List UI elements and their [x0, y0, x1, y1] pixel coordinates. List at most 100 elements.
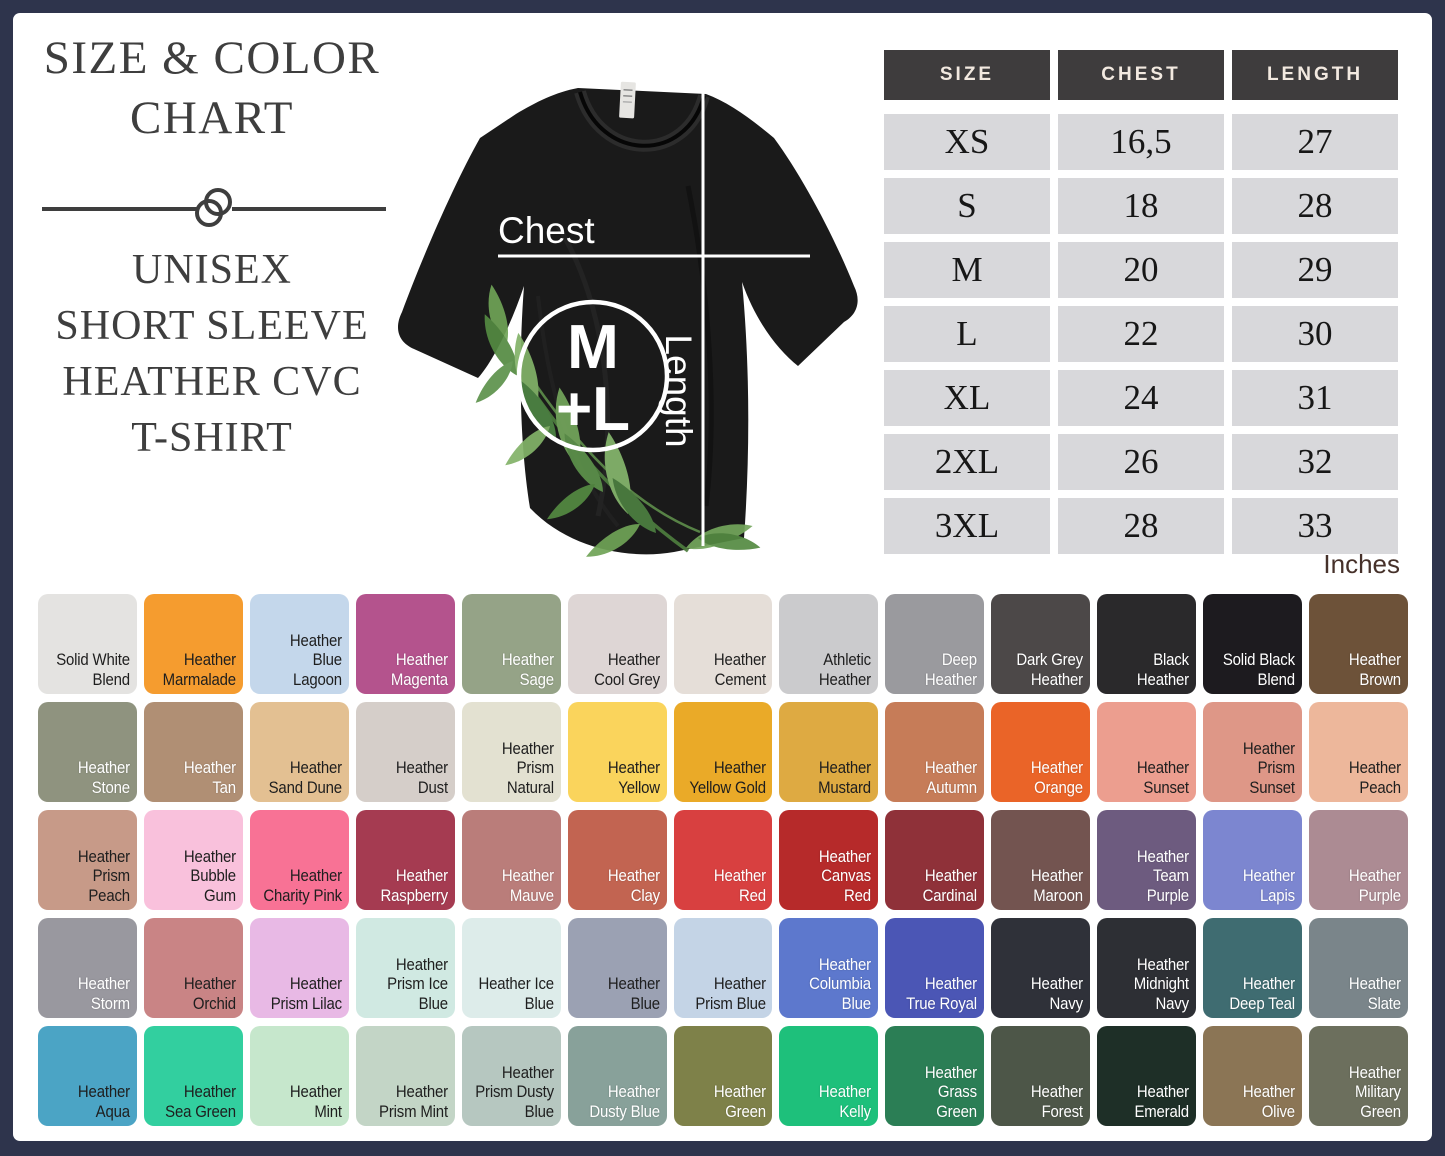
color-swatch-label: Heather Orchid	[183, 974, 236, 1013]
color-swatch: Heather Olive	[1203, 1026, 1303, 1126]
color-swatch: Heather Columbia Blue	[779, 918, 879, 1018]
subtitle-line: SHORT SLEEVE	[55, 303, 369, 349]
color-swatch: Heather Sunset	[1097, 702, 1197, 802]
color-swatch-label: Heather Sunset	[1137, 758, 1190, 797]
color-swatch-label: Heather Navy	[1031, 974, 1084, 1013]
color-swatch-label: Heather Prism Dusty Blue	[474, 1062, 554, 1121]
color-swatch-label: Heather Mauve	[501, 866, 554, 905]
size-cell: M	[884, 242, 1050, 298]
color-swatch: Heather Maroon	[991, 810, 1091, 910]
color-swatch-label: Heather Midnight Navy	[1133, 954, 1190, 1013]
subtitle-line: UNISEX	[132, 247, 292, 293]
color-swatch: Dark Grey Heather	[991, 594, 1091, 694]
measurement-cell: 26	[1058, 434, 1224, 490]
color-swatch-label: Heather Grass Green	[925, 1062, 978, 1121]
color-swatch-label: Heather Yellow	[607, 758, 660, 797]
color-swatch: Heather Prism Sunset	[1203, 702, 1303, 802]
color-swatch-label: Heather Cool Grey	[593, 650, 660, 689]
color-swatch: Heather True Royal	[885, 918, 985, 1018]
color-swatch: Heather Tan	[143, 702, 243, 802]
color-swatch: Heather Dusty Blue	[567, 1026, 667, 1126]
tshirt-graphic: Chest Length M +L	[388, 46, 870, 568]
color-swatch: Heather Raspberry	[355, 810, 455, 910]
color-swatch-label: Heather Kelly	[819, 1082, 872, 1121]
color-swatch: Athletic Heather	[779, 594, 879, 694]
color-swatch-label: Heather Slate	[1348, 974, 1401, 1013]
color-swatch-label: Heather Mustard	[818, 758, 872, 797]
color-swatch: Heather Prism Ice Blue	[355, 918, 455, 1018]
tshirt-body	[398, 88, 858, 555]
color-swatch: Heather Ice Blue	[461, 918, 561, 1018]
neck-tag	[619, 81, 636, 119]
size-cell: L	[884, 306, 1050, 362]
color-swatch-label: Heather Forest	[1031, 1082, 1084, 1121]
color-swatch-label: Heather Autumn	[925, 758, 978, 797]
color-swatch: Heather Purple	[1309, 810, 1408, 910]
color-swatch-label: Heather Prism Natural	[501, 738, 554, 797]
title-line-2: CHART	[130, 92, 294, 144]
color-swatch: Heather Navy	[991, 918, 1091, 1018]
color-swatch: Heather Emerald	[1097, 1026, 1197, 1126]
color-swatch-label: Heather Prism Mint	[378, 1082, 448, 1121]
title-block: SIZE & COLOR CHART	[28, 28, 396, 148]
color-swatch-label: Heather Raspberry	[380, 866, 448, 905]
color-swatch-label: Heather Stone	[77, 758, 130, 797]
color-swatch-label: Heather Green	[713, 1082, 766, 1121]
size-cell: XL	[884, 370, 1050, 426]
color-swatch-label: Heather Brown	[1348, 650, 1401, 689]
color-swatch: Heather Mauve	[461, 810, 561, 910]
color-swatch-label: Heather Cardinal	[922, 866, 978, 905]
color-swatch: Heather Kelly	[779, 1026, 879, 1126]
color-swatch: Heather Prism Dusty Blue	[461, 1026, 561, 1126]
color-swatch: Heather Green	[673, 1026, 773, 1126]
color-swatch-label: Heather Dust	[395, 758, 448, 797]
color-swatch: Heather Military Green	[1309, 1026, 1408, 1126]
color-swatch: Heather Charity Pink	[249, 810, 349, 910]
color-swatch-label: Heather Ice Blue	[478, 974, 554, 1013]
measurement-cell: 16,5	[1058, 114, 1224, 170]
color-swatch: Heather Prism Mint	[355, 1026, 455, 1126]
color-swatch-label: Heather Clay	[607, 866, 660, 905]
color-swatch: Heather Lapis	[1203, 810, 1303, 910]
units-note: Inches	[1323, 549, 1400, 579]
color-swatch-label: Heather True Royal	[906, 974, 978, 1013]
color-swatch-label: Heather Aqua	[77, 1082, 130, 1121]
color-swatch-label: Heather Prism Lilac	[270, 974, 342, 1013]
color-swatch-label: Heather Magenta	[390, 650, 448, 689]
color-swatch: Heather Mustard	[779, 702, 879, 802]
color-swatch-label: Heather Orange	[1031, 758, 1084, 797]
color-swatch-label: Deep Heather	[925, 650, 978, 689]
color-swatch: Heather Blue Lagoon	[249, 594, 349, 694]
length-label: Length	[658, 334, 699, 447]
color-swatch-label: Heather Columbia Blue	[809, 954, 872, 1013]
measurement-cell: 30	[1232, 306, 1398, 362]
color-swatch: Heather Brown	[1309, 594, 1408, 694]
color-swatch: Heather Marmalade	[143, 594, 243, 694]
color-swatch: Heather Aqua	[38, 1026, 137, 1126]
chest-label: Chest	[498, 210, 595, 251]
color-swatch: Heather Dust	[355, 702, 455, 802]
color-swatch-label: Heather Prism Ice Blue	[386, 954, 448, 1013]
color-swatch: Heather Sage	[461, 594, 561, 694]
size-cell: XS	[884, 114, 1050, 170]
color-swatch: Heather Yellow Gold	[673, 702, 773, 802]
color-swatch-label: Heather Maroon	[1031, 866, 1084, 905]
color-swatch-label: Heather Tan	[183, 758, 236, 797]
color-swatch: Heather Sea Green	[143, 1026, 243, 1126]
color-swatch-label: Heather Cement	[713, 650, 766, 689]
color-swatch-label: Heather Sand Dune	[268, 758, 342, 797]
size-logo-circle	[516, 299, 670, 453]
color-swatch: Heather Mint	[249, 1026, 349, 1126]
color-swatch-label: Heather Sage	[501, 650, 554, 689]
color-swatch-label: Solid White Blend	[56, 650, 130, 689]
title-line-1: SIZE & COLOR	[43, 32, 381, 84]
color-swatch-label: Heather Olive	[1243, 1082, 1296, 1121]
color-swatch: Heather Stone	[38, 702, 137, 802]
subtitle-line: T-SHIRT	[131, 415, 293, 461]
color-swatch: Heather Peach	[1309, 702, 1408, 802]
color-swatch: Heather Orange	[991, 702, 1091, 802]
color-swatch: Heather Prism Blue	[673, 918, 773, 1018]
color-swatch: Heather Forest	[991, 1026, 1091, 1126]
color-swatch-label: Heather Military Green	[1348, 1062, 1401, 1121]
size-cell: 3XL	[884, 498, 1050, 554]
